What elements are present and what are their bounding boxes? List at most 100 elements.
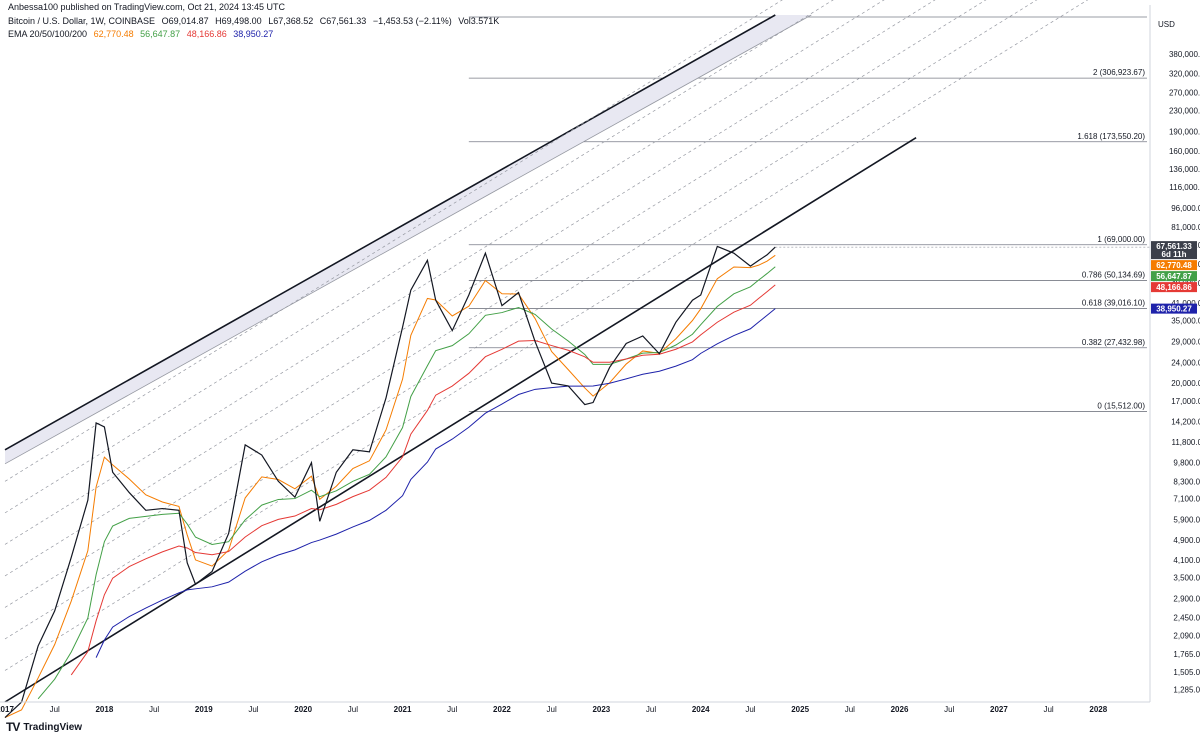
time-tick-label: 2024	[692, 705, 710, 714]
ema-20-value: 62,770.48	[93, 29, 134, 39]
price-tick-label: 20,000.00	[1171, 379, 1200, 388]
ema-100-value: 48,166.86	[186, 29, 227, 39]
ema-line	[95, 308, 776, 658]
price-badge	[1151, 303, 1197, 314]
price-tick-label: 4,100.00	[1173, 556, 1200, 565]
channel-lines	[4, 0, 1089, 703]
time-tick-label: Jul	[248, 705, 258, 714]
fib-level-label: 0.382 (27,432.98)	[1082, 338, 1145, 347]
price-tick-label: 160,000.00	[1169, 147, 1200, 156]
ohlc-change: −1,453.53 (−2.11%)	[372, 16, 452, 26]
price-tick-label: 4,900.00	[1173, 536, 1200, 545]
price-tick-label: 41,000.00	[1171, 299, 1200, 308]
time-tick-label: Jul	[348, 705, 358, 714]
price-tick-label: 9,800.00	[1173, 459, 1200, 468]
price-tick-label: 14,200.00	[1171, 417, 1200, 426]
tradingview-footer[interactable]: TV TradingView	[6, 720, 82, 734]
publisher-text: Anbessa100 published on TradingView.com,…	[8, 2, 286, 12]
time-tick-label: 2023	[592, 705, 610, 714]
fib-level-label: 0.786 (50,134.69)	[1082, 270, 1145, 279]
price-tick-label: 81,000.00	[1171, 223, 1200, 232]
time-tick-label: 2027	[990, 705, 1008, 714]
channel-upper-line	[4, 14, 776, 451]
tradingview-logo-icon: TV	[6, 720, 20, 734]
price-tick-label: 380,000.00	[1169, 50, 1200, 59]
time-tick-label: 2028	[1089, 705, 1107, 714]
ema-lines	[4, 254, 776, 719]
channel-median-line	[4, 0, 987, 608]
time-tick-label: Jul	[547, 705, 557, 714]
tradingview-brand: TradingView	[23, 721, 83, 733]
fib-levels: 2 (306,923.67) 1.618 (173,550.20) 1 (69,00…	[468, 16, 1147, 412]
price-badge-label: 56,647.87	[1156, 272, 1192, 281]
channel-upper-inner-line	[4, 14, 812, 465]
price-tick-label: 190,000.00	[1169, 128, 1200, 137]
time-tick-label: Jul	[845, 705, 855, 714]
time-tick-label: Jul	[447, 705, 457, 714]
price-badge-label: 67,561.33	[1156, 242, 1192, 251]
channel-median-line	[4, 0, 885, 545]
ema-line	[4, 254, 776, 719]
time-tick-label: Jul	[646, 705, 656, 714]
time-axis[interactable]: 2017 Jul 2018 Jul 2019 Jul 2020 Jul 2021 Jul 2022 J…	[0, 701, 1150, 714]
ema-50-value: 56,647.87	[140, 29, 181, 39]
ema-legend[interactable]: EMA 20/50/100/200 62,770.48 56,647.87 48…	[8, 29, 277, 40]
symbol-name[interactable]: Bitcoin / U.S. Dollar, 1W, COINBASE	[8, 16, 156, 26]
price-badge-countdown: 6d 11h	[1162, 250, 1187, 259]
price-tick-label: 320,000.00	[1169, 69, 1200, 78]
channel-median-line	[4, 0, 936, 577]
price-tick-label: 24,000.00	[1171, 359, 1200, 368]
price-tick-label: 3,500.00	[1173, 574, 1200, 583]
price-tick-label: 35,000.00	[1171, 317, 1200, 326]
price-badge	[1151, 282, 1197, 293]
price-tick-label: 8,300.00	[1173, 477, 1200, 486]
time-tick-label: Jul	[745, 705, 755, 714]
time-tick-label: 2025	[791, 705, 809, 714]
ohlc-close: C67,561.33	[319, 16, 367, 26]
time-tick-label: Jul	[50, 705, 60, 714]
volume: Vol3.571K	[458, 16, 500, 26]
time-tick-label: 2020	[294, 705, 312, 714]
publisher-line: Anbessa100 published on TradingView.com,…	[8, 2, 285, 13]
price-badge-label: 48,166.86	[1156, 283, 1192, 292]
ema-200-value: 38,950.27	[233, 29, 274, 39]
price-badge	[1151, 271, 1197, 282]
time-tick-label: Jul	[1043, 705, 1053, 714]
symbol-line: Bitcoin / U.S. Dollar, 1W, COINBASE O69,…	[8, 16, 503, 27]
price-tick-label: 116,000.00	[1169, 183, 1200, 192]
price-tick-label: 1,505.00	[1173, 668, 1200, 677]
time-tick-label: 2018	[95, 705, 113, 714]
price-tick-label: 17,000.00	[1171, 397, 1200, 406]
fib-level-label: 0.618 (39,016.10)	[1082, 298, 1145, 307]
price-axis[interactable]: USD 380,000.00 320,000.00 270,000.00 230,000…	[1149, 5, 1200, 702]
time-tick-label: 2022	[493, 705, 511, 714]
ohlc-open: O69,014.87	[161, 16, 209, 26]
ohlc-high: H69,498.00	[215, 16, 262, 26]
time-tick-label: Jul	[944, 705, 954, 714]
price-tick-label: 270,000.00	[1169, 88, 1200, 97]
fib-level-label: 2 (306,923.67)	[1093, 68, 1145, 77]
price-tick-label: 29,000.00	[1171, 338, 1200, 347]
channel-median-line	[4, 0, 783, 482]
fib-level-label: 0 (15,512.00)	[1097, 401, 1145, 410]
time-tick-label: 2017	[0, 705, 14, 714]
time-tick-label: 2026	[891, 705, 909, 714]
ema-line	[37, 266, 776, 700]
price-badge	[1151, 260, 1197, 271]
channel-median-line	[4, 0, 834, 514]
price-tick-label: 2,450.00	[1173, 614, 1200, 623]
price-badge	[1151, 241, 1197, 260]
price-badge-label: 38,950.27	[1156, 305, 1192, 314]
ohlc-low: L67,368.52	[268, 16, 314, 26]
price-badge-label: 62,770.48	[1156, 261, 1192, 270]
channel-median-line	[4, 0, 1038, 640]
price-tick-label: 1,765.00	[1173, 650, 1200, 659]
price-tick-label: 230,000.00	[1169, 106, 1200, 115]
price-tick-label: 2,900.00	[1173, 595, 1200, 604]
time-tick-label: 2019	[195, 705, 213, 714]
time-tick-label: 2021	[394, 705, 412, 714]
ema-label: EMA 20/50/100/200	[8, 29, 88, 39]
price-tick-label: 2,090.00	[1173, 631, 1200, 640]
